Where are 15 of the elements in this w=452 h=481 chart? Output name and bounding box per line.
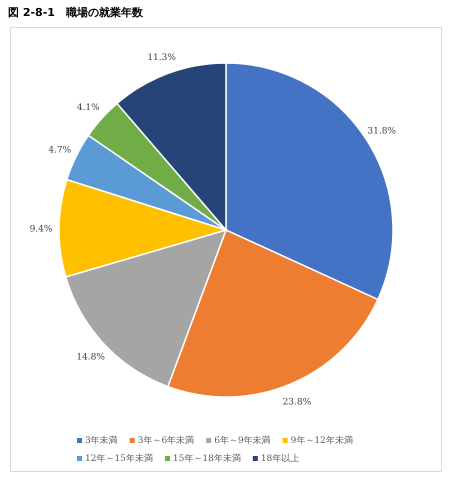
data-label: 31.8%	[367, 126, 396, 137]
legend-label: 9年～12年未満	[290, 435, 353, 446]
chart-title: 図 2-8-1 職場の就業年数	[8, 6, 144, 19]
legend-label: 3年～6年未満	[138, 435, 194, 446]
data-label: 4.7%	[48, 145, 72, 156]
legend-label: 3年未満	[85, 435, 118, 446]
legend-label: 6年～9年未満	[214, 435, 271, 446]
data-label: 23.8%	[282, 397, 312, 408]
legend-label: 15年～18年未満	[172, 453, 241, 464]
legend-label: 18年以上	[260, 453, 300, 464]
data-label: 9.4%	[30, 224, 53, 234]
legend-label: 12年～15年未満	[85, 453, 153, 464]
data-label: 11.3%	[147, 53, 176, 64]
data-label: 4.1%	[76, 102, 100, 113]
data-label: 14.8%	[76, 352, 106, 363]
